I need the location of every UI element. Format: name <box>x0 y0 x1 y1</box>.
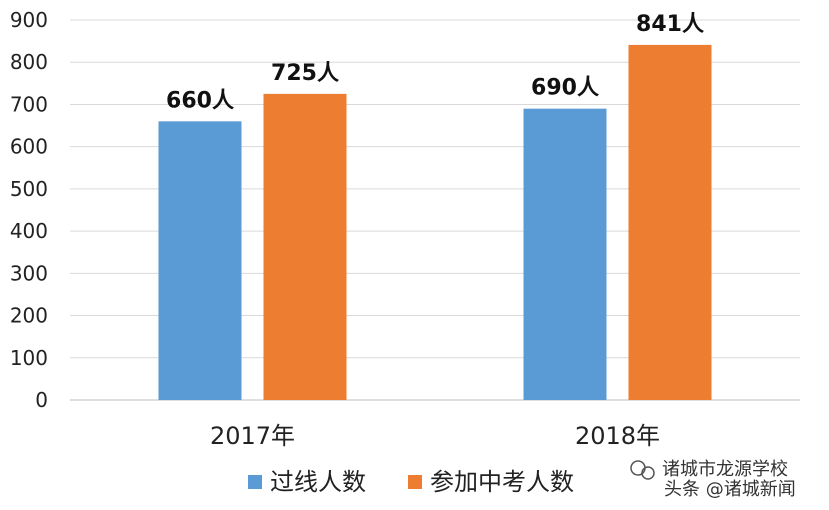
legend-label: 参加中考人数 <box>430 468 574 496</box>
bar-1-2 <box>523 108 607 401</box>
y-tick-label: 500 <box>10 177 48 201</box>
data-label: 660人 <box>166 88 234 113</box>
wechat-icon <box>630 460 655 480</box>
y-tick-label: 400 <box>10 219 48 243</box>
y-tick-label: 800 <box>10 50 48 74</box>
data-label: 690人 <box>531 76 599 101</box>
x-category-label: 2017年 <box>210 422 295 450</box>
y-tick-label: 600 <box>10 135 48 159</box>
data-label: 725人 <box>271 61 339 86</box>
x-axis-category-labels: 2017年 2018年 <box>210 422 660 450</box>
watermark-line1: 诸城市龙源学校 <box>662 459 788 480</box>
y-tick-label: 300 <box>10 261 48 285</box>
legend-swatch <box>408 475 422 489</box>
y-tick-label: 100 <box>10 346 48 370</box>
bars <box>158 44 712 401</box>
bar-2-1 <box>263 93 347 400</box>
y-axis-tick-labels: 0 100 200 300 400 500 600 700 800 900 <box>10 8 48 412</box>
legend-swatch <box>248 475 262 489</box>
x-category-label: 2018年 <box>575 422 660 450</box>
y-tick-label: 700 <box>10 92 48 116</box>
data-label: 841人 <box>636 12 704 37</box>
y-tick-label: 900 <box>10 8 48 32</box>
y-tick-label: 0 <box>35 388 48 412</box>
bar-2-2 <box>628 44 712 401</box>
legend: 过线人数 参加中考人数 <box>248 468 574 496</box>
data-labels: 660人 725人 690人 841人 <box>166 12 704 113</box>
legend-label: 过线人数 <box>270 468 366 496</box>
watermark: 诸城市龙源学校 头条 @诸城新闻 <box>630 459 796 500</box>
bar-1-1 <box>158 121 242 400</box>
y-tick-label: 200 <box>10 304 48 328</box>
watermark-line2: 头条 @诸城新闻 <box>664 479 796 500</box>
